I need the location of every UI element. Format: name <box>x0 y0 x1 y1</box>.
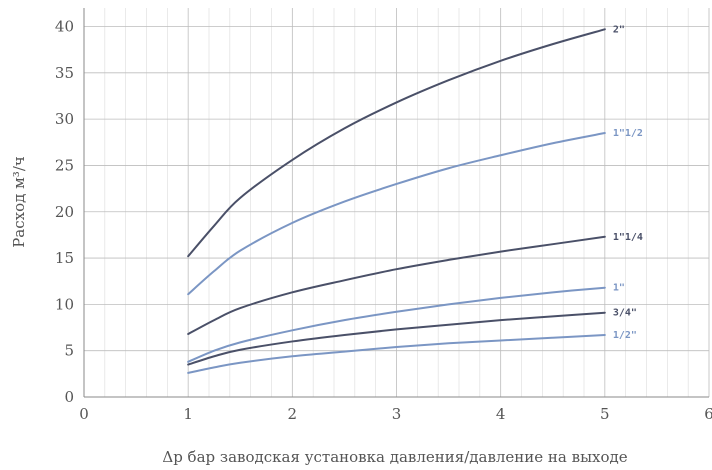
y-tick-label: 30 <box>55 110 74 128</box>
y-tick-label: 35 <box>55 64 74 82</box>
x-axis-title: Δр бар заводская установка давления/давл… <box>162 448 627 466</box>
y-tick-label: 25 <box>55 156 74 174</box>
grid <box>83 8 710 398</box>
x-tick-label: 6 <box>704 405 712 423</box>
series-line <box>187 333 606 374</box>
y-tick-label: 5 <box>64 342 74 360</box>
y-tick-label: 10 <box>55 295 74 313</box>
series-line <box>187 311 606 366</box>
series-line <box>187 235 606 336</box>
axes <box>83 8 709 398</box>
series-label: 2" <box>613 24 625 35</box>
series-lines <box>187 28 606 374</box>
y-tick-label: 20 <box>55 203 74 221</box>
y-axis-title: Расход м³/ч <box>10 156 28 248</box>
y-tick-label: 0 <box>64 388 74 406</box>
x-tick-label: 5 <box>600 405 610 423</box>
series-line <box>187 132 606 296</box>
series-line <box>187 28 606 258</box>
tick-labels: 0 1 2 3 4 5 6 0 5 10 15 20 25 30 35 40 <box>55 18 712 423</box>
series-label: 1"1/2 <box>613 128 643 139</box>
x-tick-label: 1 <box>183 405 193 423</box>
series-label: 1/2" <box>613 330 637 341</box>
series-label: 1" <box>613 283 625 294</box>
series-labels: 2" 1"1/2 1"1/4 1" 3/4" 1/2" <box>613 24 643 341</box>
series-line <box>187 286 606 363</box>
y-tick-label: 40 <box>55 18 74 36</box>
x-tick-label: 4 <box>496 405 506 423</box>
series-label: 3/4" <box>613 308 637 319</box>
y-tick-label: 15 <box>55 249 74 267</box>
series-label: 1"1/4 <box>613 232 643 243</box>
x-tick-label: 2 <box>288 405 298 423</box>
x-tick-label: 3 <box>392 405 402 423</box>
x-tick-label: 0 <box>79 405 89 423</box>
